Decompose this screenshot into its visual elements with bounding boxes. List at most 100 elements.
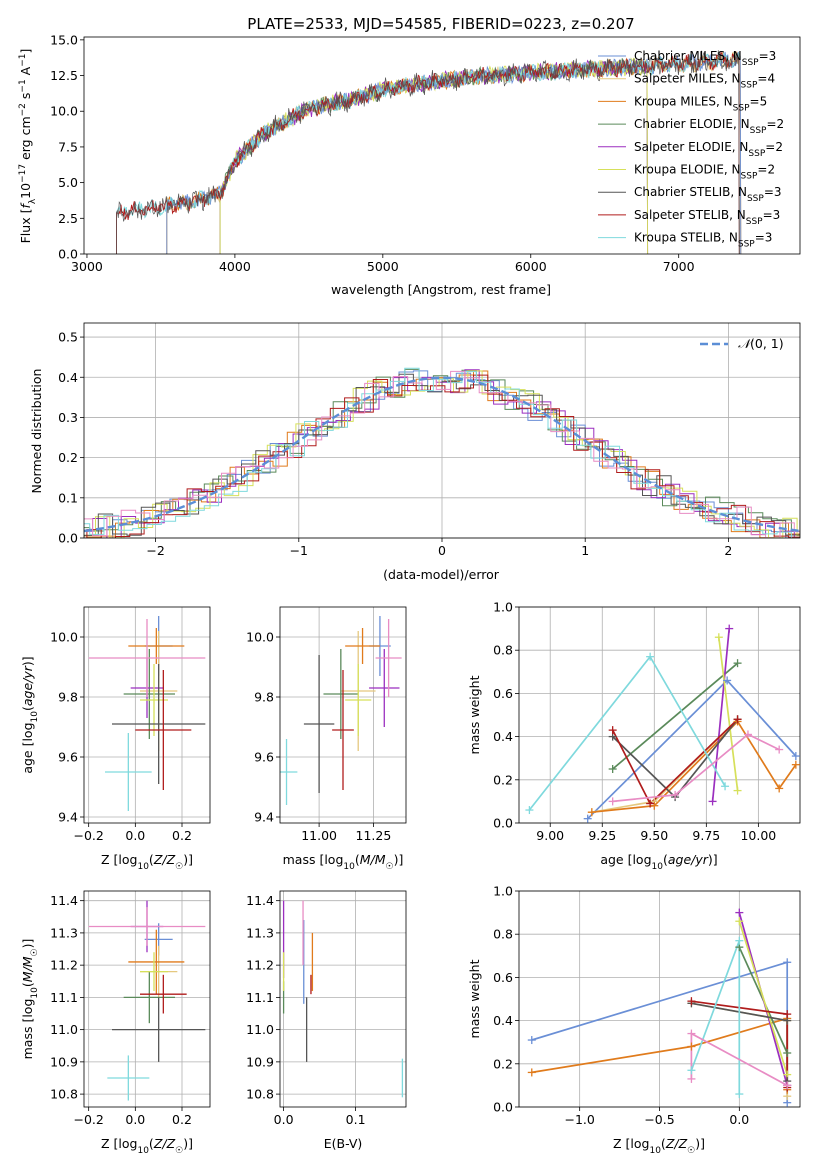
axis-label-x: Z [log10(Z/Z☉)] bbox=[101, 852, 193, 872]
label-part: s bbox=[18, 93, 33, 104]
label-part: ☉ bbox=[386, 862, 394, 872]
spectrum-kroupa-elodie bbox=[219, 57, 649, 254]
label-part: M/M bbox=[20, 956, 35, 982]
label-part: )] bbox=[20, 656, 35, 666]
tick-label-x: 10.00 bbox=[740, 828, 776, 843]
tick-label-x: −0.5 bbox=[644, 1112, 674, 1127]
weight-line bbox=[528, 655, 726, 811]
axes-frame bbox=[279, 890, 407, 1108]
label-part: =3 bbox=[763, 208, 781, 222]
axis-label-x: wavelength [Angstrom, rest frame] bbox=[331, 282, 551, 297]
label-part: SSP bbox=[748, 149, 765, 159]
tick-label-y: 10.9 bbox=[246, 1054, 274, 1069]
tick-label-y: 0.1 bbox=[58, 490, 78, 505]
tick-label-y: 10.0 bbox=[50, 630, 78, 645]
label-part: SSP bbox=[750, 126, 767, 136]
label-part: 10 bbox=[649, 1146, 661, 1156]
tick-label-x: 4000 bbox=[219, 259, 251, 274]
tick-label-y: 10.0 bbox=[50, 104, 78, 119]
tick-label-y: 11.0 bbox=[50, 1022, 78, 1037]
label-part: age/yr bbox=[668, 852, 709, 867]
overlay: 3000 4000 5000 6000 7000 0.0 2.5 5.0 7.5 10.0 12.5… bbox=[18, 32, 801, 297]
label-part: =3 bbox=[764, 185, 782, 199]
tick-label-y: 11.4 bbox=[246, 893, 274, 908]
tick-label-x: 5000 bbox=[367, 259, 399, 274]
legend-label: Kroupa STELIB, NSSP=3 bbox=[634, 231, 772, 250]
plot-area bbox=[116, 50, 742, 254]
plot-area bbox=[84, 367, 800, 538]
legend-label: Salpeter STELIB, NSSP=3 bbox=[634, 208, 780, 227]
tick-label-x: 0.0 bbox=[274, 1112, 294, 1127]
tick-label-x: 0 bbox=[438, 543, 446, 558]
label-part: ☉ bbox=[175, 862, 183, 872]
label-part: SSP bbox=[742, 58, 759, 68]
label-part: ( bbox=[20, 982, 35, 987]
weight-line bbox=[612, 733, 780, 803]
plot-area bbox=[282, 900, 404, 1098]
axes-Z_vs_mass: −0.2 0.0 0.2 10.8 10.9 11.0 11.1 11.2 11.3 11.4 Z … bbox=[20, 890, 211, 1156]
tick-label-y: 10.0 bbox=[246, 630, 274, 645]
axes-frame bbox=[83, 606, 211, 824]
label-part: 10 bbox=[652, 862, 664, 872]
axes-frame bbox=[83, 36, 801, 255]
tick-label-y: 0.3 bbox=[58, 410, 78, 425]
label-part: 10 bbox=[137, 1146, 149, 1156]
tick-label-y: 0.2 bbox=[493, 1056, 513, 1071]
axis-label-x: age [log10(age/yr)] bbox=[600, 852, 717, 872]
tick-label-x: 0.2 bbox=[172, 1112, 192, 1127]
tick-label-y: 11.4 bbox=[50, 893, 78, 908]
label-part: )] bbox=[183, 1136, 193, 1151]
tick-label-x: 9.50 bbox=[640, 828, 668, 843]
tick-label-y: 0.8 bbox=[493, 643, 513, 658]
tick-label-y: 0.5 bbox=[58, 330, 78, 345]
label-part: Salpeter MILES, N bbox=[634, 72, 741, 86]
weight-line bbox=[612, 662, 739, 770]
tick-label-y: 9.8 bbox=[254, 690, 274, 705]
label-part: ☉ bbox=[687, 1146, 695, 1156]
label-part: λ bbox=[28, 198, 38, 204]
axes-Z_vs_age: −0.2 0.0 0.29.49.69.810.0Z [log10(Z/Z☉)]ag… bbox=[20, 606, 211, 872]
tick-label-y: 11.1 bbox=[246, 990, 274, 1005]
legend-label: Salpeter MILES, NSSP=4 bbox=[634, 72, 775, 91]
axis-label-x: E(B-V) bbox=[324, 1136, 363, 1151]
label-part: )] bbox=[695, 1136, 705, 1151]
label-part: 10 bbox=[137, 862, 149, 872]
label-part: ☉ bbox=[175, 1146, 183, 1156]
label-part: ( bbox=[149, 852, 154, 867]
label-part: −17 bbox=[18, 164, 28, 183]
tick-label-y: 1.0 bbox=[493, 884, 513, 899]
weight-line bbox=[711, 628, 731, 802]
overlay: −0.2 0.0 0.29.49.69.810.0Z [log10(Z/Z☉)]ag… bbox=[20, 606, 211, 872]
tick-label-y: 9.6 bbox=[58, 750, 78, 765]
label-part: 10 bbox=[18, 183, 33, 199]
tick-label-y: 0.4 bbox=[493, 1013, 513, 1028]
axes-frame bbox=[83, 890, 211, 1108]
weight-line bbox=[717, 637, 739, 791]
tick-label-y: 9.4 bbox=[254, 810, 274, 825]
tick-label-y: 11.2 bbox=[246, 958, 274, 973]
plot-area bbox=[88, 616, 206, 811]
label-part: )] bbox=[20, 939, 35, 949]
label-part: ( bbox=[355, 852, 360, 867]
legend: 𝒩(0, 1) bbox=[700, 336, 784, 351]
tick-label-y: 9.8 bbox=[58, 690, 78, 705]
overlay: 9.00 9.25 9.50 9.75 10.00 0.0 0.2 0.4 0.6 0.8 1.0 a… bbox=[467, 600, 801, 872]
label-part: Chabrier ELODIE, N bbox=[634, 117, 750, 131]
normal-curve bbox=[84, 376, 800, 533]
tick-label-y: 0.4 bbox=[58, 370, 78, 385]
tick-label-x: 3000 bbox=[71, 259, 103, 274]
label-part: 10 bbox=[30, 711, 40, 723]
tick-label-y: 11.1 bbox=[50, 990, 78, 1005]
tick-label-y: 0.2 bbox=[58, 450, 78, 465]
axes-age_vs_weight: 9.00 9.25 9.50 9.75 10.00 0.0 0.2 0.4 0.6 0.8 1.0 a… bbox=[467, 600, 801, 872]
tick-label-x: −1 bbox=[290, 543, 308, 558]
label-part: )] bbox=[394, 852, 404, 867]
tick-label-y: 0.6 bbox=[493, 970, 513, 985]
label-part: SSP bbox=[738, 240, 755, 250]
label-part: Z [log bbox=[101, 852, 137, 867]
label-part: age/yr bbox=[20, 665, 35, 706]
tick-label-x: 0.1 bbox=[346, 1112, 366, 1127]
tick-label-x: 6000 bbox=[515, 259, 547, 274]
